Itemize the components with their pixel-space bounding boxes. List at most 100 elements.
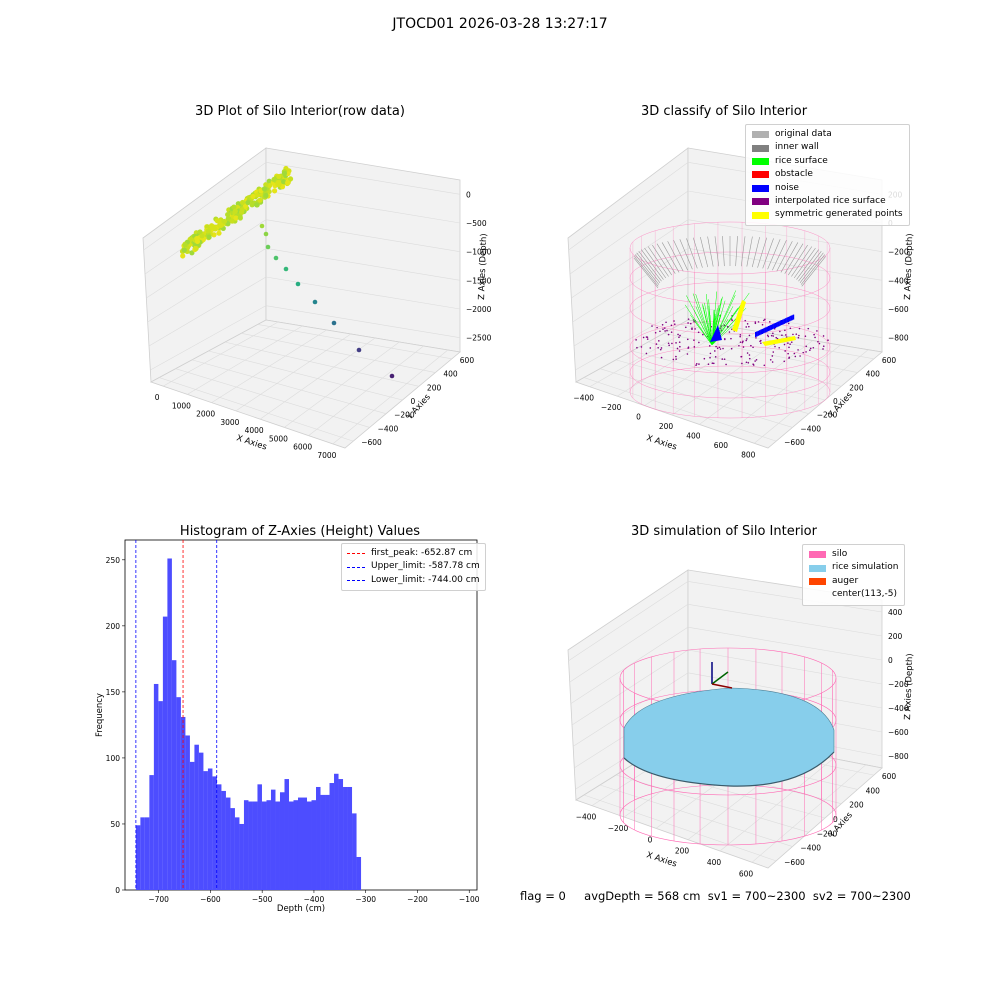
inner-wall-point: [634, 254, 660, 285]
classify-ytick: −200: [817, 411, 838, 420]
interpolated-point: [769, 321, 771, 323]
simulation-legend-swatch: [809, 564, 826, 572]
interpolated-point: [707, 363, 710, 366]
interpolated-point: [750, 344, 752, 347]
interpolated-point: [814, 336, 816, 339]
histogram-ytick: 250: [106, 556, 121, 565]
interpolated-point: [739, 334, 742, 336]
simulation-legend-label: center(113,-5): [832, 589, 897, 600]
noise-point: [757, 330, 760, 336]
noise-point: [792, 314, 795, 320]
classify-legend-label: interpolated rice surface: [775, 196, 886, 207]
inner-wall-point: [673, 240, 688, 271]
auger-axis-x: [711, 683, 733, 689]
histogram-bar: [203, 771, 208, 890]
simulation-xtick: 0: [648, 835, 653, 844]
inner-wall-point: [740, 236, 746, 267]
interpolated-point: [771, 355, 774, 357]
raw-point: [259, 223, 265, 229]
interpolated-point: [664, 330, 666, 332]
histogram-bar: [311, 800, 317, 890]
inner-wall-point: [644, 247, 667, 279]
interpolated-point: [689, 322, 692, 325]
raw-point: [181, 247, 187, 253]
histogram-bar: [167, 558, 172, 890]
raw-ztick: 0: [466, 190, 471, 199]
histogram-ytick: 0: [115, 886, 120, 895]
interpolated-point: [784, 329, 786, 332]
interpolated-point: [651, 325, 653, 327]
classify-ytick: 200: [849, 383, 864, 392]
inner-wall-point: [647, 246, 669, 277]
inner-wall-point: [714, 236, 720, 267]
simulation-legend-item: auger: [809, 575, 898, 588]
raw-point: [263, 182, 269, 188]
interpolated-point: [779, 330, 781, 333]
simulation-ztick: −200: [888, 680, 909, 689]
inner-wall-point: [776, 241, 793, 272]
noise-point: [777, 321, 779, 327]
raw-xtick: 0: [155, 393, 160, 402]
interpolated-point: [794, 355, 797, 358]
noise-point: [762, 328, 765, 334]
interpolated-point: [804, 335, 807, 338]
histogram-bar: [140, 817, 145, 890]
classify-ytick: −600: [784, 438, 805, 447]
interpolated-point: [671, 342, 673, 345]
interpolated-point: [730, 337, 732, 340]
interpolated-point: [795, 333, 798, 335]
interpolated-point: [698, 341, 700, 344]
interpolated-point: [646, 336, 649, 338]
classify-legend-item: noise: [752, 182, 903, 195]
interpolated-point: [742, 340, 744, 343]
histogram-bar: [198, 752, 204, 890]
histogram-bar: [347, 786, 353, 890]
noise-point: [778, 321, 780, 327]
simulation-xtick: 600: [739, 869, 754, 878]
histogram-bar: [194, 744, 199, 890]
classify-xtick: −400: [573, 394, 594, 403]
raw-xtick: 4000: [245, 426, 264, 435]
histogram-legend-label: Upper_limit: -587.78 cm: [371, 561, 480, 572]
interpolated-point: [721, 358, 724, 360]
interpolated-point: [662, 328, 664, 331]
raw-point: [232, 208, 238, 214]
raw-point: [216, 230, 222, 236]
classify-ytick: 0: [833, 397, 838, 406]
interpolated-point: [711, 362, 714, 364]
interpolated-point: [709, 352, 712, 355]
inner-wall-point: [762, 238, 774, 269]
interpolated-point: [802, 351, 805, 354]
interpolated-point: [818, 342, 821, 345]
interpolated-point: [695, 363, 698, 365]
simulation-xlabel: X Axies: [645, 850, 678, 869]
classify-xtick: 0: [636, 413, 641, 422]
classify-legend-swatch: [752, 198, 769, 206]
inner-wall-point: [667, 241, 684, 272]
interpolated-point: [739, 341, 742, 343]
raw-point: [263, 231, 269, 237]
rice-surface-point: [705, 294, 713, 346]
raw-point: [331, 320, 337, 326]
interpolated-point: [816, 330, 818, 332]
classify-legend-item: original data: [752, 128, 903, 141]
classify-legend-swatch: [752, 211, 769, 219]
inner-wall-point: [633, 257, 659, 289]
raw-xtick: 5000: [269, 434, 288, 443]
rice-surface-point: [692, 293, 713, 346]
histogram-bar: [252, 801, 258, 890]
simulation-ylabel: Y Axies: [826, 810, 855, 841]
simulation-legend-item: silo: [809, 548, 898, 561]
histogram-bar: [212, 776, 217, 890]
histogram-legend-label: Lower_limit: -744.00 cm: [371, 574, 480, 585]
interpolated-point: [712, 362, 715, 365]
interpolated-point: [772, 332, 774, 335]
raw-point: [249, 202, 255, 208]
inner-wall-point: [686, 238, 698, 269]
inner-wall-point: [700, 237, 709, 268]
classify-xtick: 400: [686, 431, 701, 440]
classify-legend-label: original data: [775, 129, 832, 139]
interpolated-point: [684, 326, 687, 329]
interpolated-point: [709, 356, 711, 359]
inner-wall-point: [746, 236, 753, 267]
